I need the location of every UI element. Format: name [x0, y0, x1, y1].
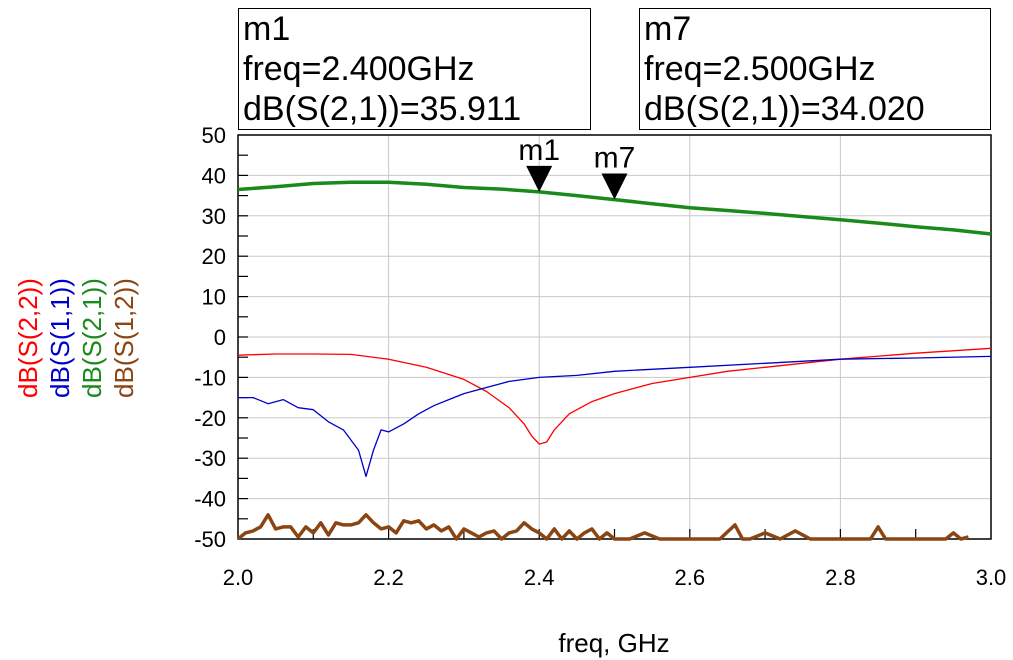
marker-readout-line: m1	[243, 10, 291, 48]
x-tick-label: 2.2	[373, 565, 404, 590]
y-tick-label: -10	[194, 365, 226, 390]
y-legend-entry: dB(S(2,1))	[77, 278, 107, 398]
y-legend-entry: dB(S(1,1))	[45, 278, 75, 398]
y-tick-label: 50	[202, 123, 226, 148]
marker-triangle	[601, 173, 628, 200]
marker-readout-m1: m1 freq=2.400GHz dB(S(2,1))=35.911	[238, 8, 591, 130]
marker-triangle	[526, 165, 553, 192]
y-legend-entry: dB(S(2,2))	[13, 278, 43, 398]
y-tick-label: -20	[194, 406, 226, 431]
y-tick-label: -40	[194, 487, 226, 512]
y-axis-legend: dB(S(2,2)) dB(S(1,1)) dB(S(2,1)) dB(S(1,2))	[13, 278, 139, 398]
x-tick-label: 2.0	[223, 565, 254, 590]
x-tick-label: 2.6	[675, 565, 706, 590]
marker-readout-line: freq=2.500GHz	[644, 50, 876, 88]
y-tick-label: 30	[202, 204, 226, 229]
x-tick-label: 2.8	[825, 565, 856, 590]
y-tick-label: 0	[214, 325, 226, 350]
marker-readout-line: m7	[644, 10, 692, 48]
marker-readout-line: freq=2.400GHz	[243, 50, 475, 88]
x-axis-label: freq, GHz	[558, 628, 669, 658]
marker-label: m1	[518, 134, 560, 167]
y-tick-label: -30	[194, 446, 226, 471]
series-line	[237, 347, 992, 445]
marker-readout-line: dB(S(2,1))=34.020	[644, 90, 925, 128]
markers-layer: m1 m7	[518, 134, 635, 200]
marker-readout-m7: m7 freq=2.500GHz dB(S(2,1))=34.020	[639, 8, 991, 130]
y-legend-entry: dB(S(1,2))	[109, 278, 139, 398]
y-tick-label: 20	[202, 244, 226, 269]
series-layer	[236, 180, 992, 541]
marker-readout-line: dB(S(2,1))=35.911	[243, 90, 522, 128]
y-tick-label: 10	[202, 285, 226, 310]
marker-label: m7	[594, 142, 636, 175]
axis-ticks: 2.0 2.2 2.4 2.6 2.8 3.0 50 40 30 20 10 0 -10 -20 -30 -4…	[194, 123, 1006, 590]
series-line	[237, 180, 992, 236]
series-line	[236, 513, 969, 541]
x-tick-label: 3.0	[976, 565, 1007, 590]
y-tick-label: 40	[202, 163, 226, 188]
series-line	[238, 355, 992, 478]
y-tick-label: -50	[194, 527, 226, 552]
x-tick-label: 2.4	[524, 565, 555, 590]
